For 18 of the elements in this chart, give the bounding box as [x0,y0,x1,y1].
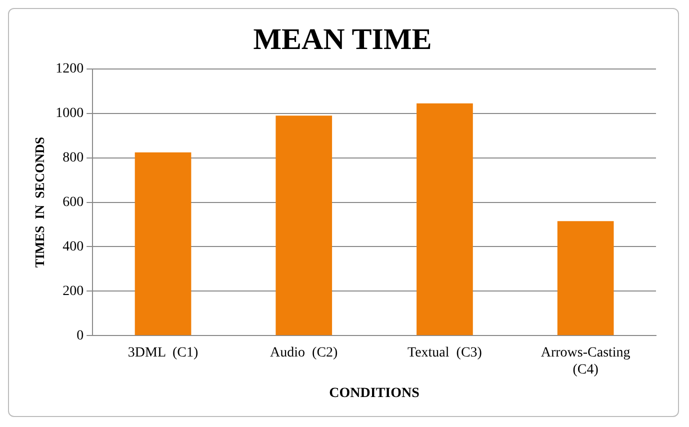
y-tick-label: 1200 [56,62,84,77]
x-tick-label: Audio (C2) [270,346,338,361]
y-tick-label: 200 [62,284,84,299]
x-axis-title: CONDITIONS [329,386,420,402]
x-tick-label: Textual (C3) [408,346,482,361]
y-tick-label: 1000 [56,106,84,122]
bar [276,116,332,336]
x-tick-label: Arrows-Casting (C4) [540,346,630,378]
y-tick-label: 0 [76,328,84,344]
y-tick-label: 600 [62,194,84,210]
y-axis-title: TIMES IN SECONDS [32,136,48,268]
y-tick-label: 800 [62,150,84,166]
chart-title: MEAN TIME [253,22,432,56]
bar [134,152,192,336]
x-tick-label: 3DML (C1) [128,346,198,361]
bar [557,221,614,336]
bar [416,103,473,336]
y-tick-label: 400 [62,239,84,254]
